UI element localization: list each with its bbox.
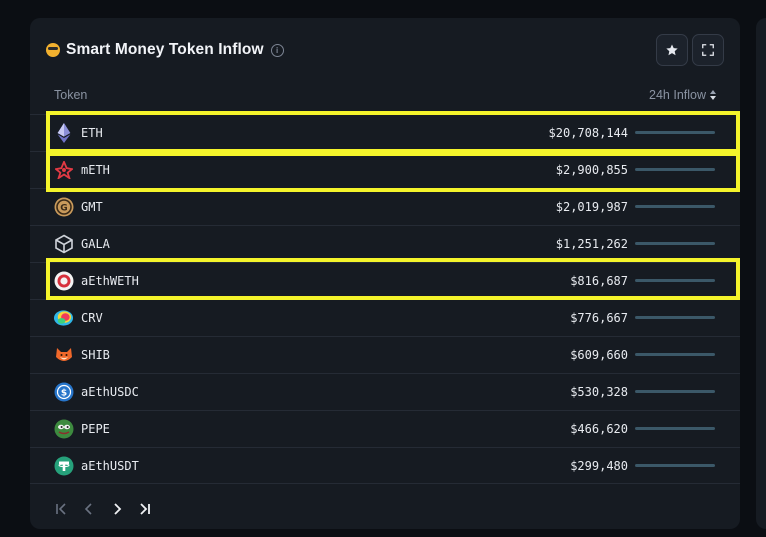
inflow-bar [635, 131, 715, 134]
info-icon[interactable]: i [270, 43, 284, 57]
table-row[interactable]: CRV $776,667 [30, 299, 740, 336]
table-row[interactable]: mETH $2,900,855 [30, 151, 740, 188]
eth-icon [53, 122, 74, 143]
token-name[interactable]: SHIB [81, 348, 110, 362]
pagination [52, 500, 154, 518]
chevron-right-icon [114, 503, 122, 515]
token-inflow-card: Smart Money Token Inflow i Token 24h Inf… [30, 18, 740, 529]
nerd-face-emoji-icon [46, 43, 60, 57]
table-row[interactable]: GALA $1,251,262 [30, 225, 740, 262]
token-name[interactable]: GALA [81, 237, 110, 251]
column-header-token[interactable]: Token [54, 88, 88, 102]
first-page-icon [56, 503, 66, 515]
pepe-icon [53, 418, 74, 439]
column-header-inflow[interactable]: 24h Inflow [649, 88, 716, 102]
svg-text:G: G [60, 203, 67, 213]
previous-page-button[interactable] [80, 500, 98, 518]
column-header-inflow-label: 24h Inflow [649, 88, 706, 102]
table-header: Token 24h Inflow [30, 88, 740, 104]
token-name[interactable]: GMT [81, 200, 103, 214]
meth-icon [53, 159, 74, 180]
table-row[interactable]: PEPE $466,620 [30, 410, 740, 447]
next-page-button[interactable] [108, 500, 126, 518]
gmt-icon: G [53, 196, 74, 217]
inflow-value: $530,328 [570, 385, 628, 399]
star-icon [666, 44, 678, 56]
fullscreen-button[interactable] [692, 34, 724, 66]
inflow-value: $466,620 [570, 422, 628, 436]
last-page-icon [140, 503, 150, 515]
table-row[interactable]: ETH $20,708,144 [30, 114, 740, 151]
table-row[interactable]: $ aEthUSDC $530,328 [30, 373, 740, 410]
table-row[interactable]: aEthWETH $816,687 [30, 262, 740, 299]
table-row[interactable]: SHIB $609,660 [30, 336, 740, 373]
inflow-bar [635, 390, 715, 393]
inflow-value: $299,480 [570, 459, 628, 473]
inflow-bar [635, 464, 715, 467]
adjacent-panel-edge [756, 18, 766, 529]
card-header: Smart Money Token Inflow i [46, 38, 724, 62]
token-table-body: ETH $20,708,144 mETH $2,900,855 G [30, 114, 740, 484]
aethusdc-icon: $ [53, 381, 74, 402]
inflow-bar [635, 316, 715, 319]
inflow-value: $2,019,987 [555, 200, 628, 214]
inflow-bar [635, 353, 715, 356]
inflow-bar [635, 168, 715, 171]
inflow-value: $1,251,262 [555, 237, 628, 251]
inflow-value: $776,667 [570, 311, 628, 325]
inflow-value: $816,687 [570, 274, 628, 288]
table-row[interactable]: G GMT $2,019,987 [30, 188, 740, 225]
token-name[interactable]: CRV [81, 311, 103, 325]
favorite-button[interactable] [656, 34, 688, 66]
sort-icon[interactable] [710, 90, 716, 100]
token-name[interactable]: ETH [81, 126, 103, 140]
inflow-value: $609,660 [570, 348, 628, 362]
svg-text:$: $ [60, 388, 66, 398]
inflow-value: $20,708,144 [548, 126, 628, 140]
card-title: Smart Money Token Inflow [66, 41, 264, 58]
aethusdt-icon [53, 455, 74, 476]
inflow-bar [635, 242, 715, 245]
token-name[interactable]: mETH [81, 163, 110, 177]
inflow-bar [635, 279, 715, 282]
shib-icon [53, 344, 74, 365]
table-row[interactable]: aEthUSDT $299,480 [30, 447, 740, 484]
token-name[interactable]: PEPE [81, 422, 110, 436]
chevron-left-icon [84, 503, 92, 515]
crv-icon [53, 307, 74, 328]
token-name[interactable]: aEthUSDT [81, 459, 139, 473]
inflow-bar [635, 427, 715, 430]
gala-icon [53, 233, 74, 254]
token-name[interactable]: aEthWETH [81, 274, 139, 288]
last-page-button[interactable] [136, 500, 154, 518]
inflow-bar [635, 205, 715, 208]
expand-icon [702, 44, 714, 56]
aethweth-icon [53, 270, 74, 291]
inflow-value: $2,900,855 [555, 163, 628, 177]
first-page-button[interactable] [52, 500, 70, 518]
token-name[interactable]: aEthUSDC [81, 385, 139, 399]
